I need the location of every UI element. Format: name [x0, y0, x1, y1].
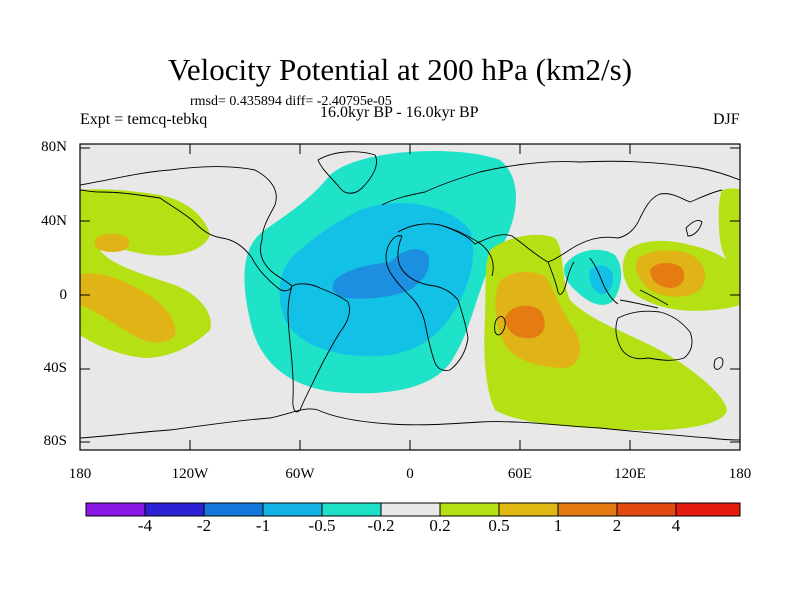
colorbar-label: -1	[255, 516, 271, 535]
lon-label-0: 0	[406, 466, 414, 482]
coast-greenland	[317, 151, 377, 194]
contour-pos1-indian	[505, 305, 545, 339]
coastlines	[80, 151, 740, 441]
contour-pos05-epac-s	[80, 273, 176, 343]
colorbar-label: -0.5	[308, 516, 336, 535]
lat-label-80s: 80S	[43, 433, 67, 449]
colorbar-label: 2	[612, 516, 622, 535]
colorbar	[85, 502, 741, 517]
colorbar-box-8	[557, 502, 618, 517]
colorbar-label: 1	[553, 516, 563, 535]
colorbar-box-2	[203, 502, 264, 517]
lat-label-0: 0	[59, 287, 68, 303]
colorbar-label: -0.2	[367, 516, 395, 535]
coast-antarctica	[80, 408, 740, 441]
coast-se-asia	[589, 257, 669, 309]
coast-africa	[385, 224, 494, 371]
coast-australia	[615, 310, 693, 361]
lon-label-120w: 120W	[171, 466, 209, 482]
coast-japan	[685, 219, 703, 237]
colorbar-box-1	[144, 502, 205, 517]
contour-pos1-wpac	[650, 262, 685, 288]
experiment-label: Expt = temcq-tebkq	[80, 111, 208, 128]
lat-label-40s: 40S	[43, 360, 67, 376]
colorbar-box-10	[675, 502, 741, 517]
coast-madagascar	[494, 315, 506, 336]
plot-title: Velocity Potential at 200 hPa (km2/s)	[167, 52, 633, 87]
coast-north-america	[80, 166, 293, 292]
colorbar-box-5	[380, 502, 441, 517]
lon-label-180e: 180	[728, 466, 752, 482]
coast-new-zealand	[713, 357, 724, 370]
contour-neg1	[332, 249, 430, 299]
coast-india	[547, 261, 575, 295]
lon-label-180w: 180	[68, 466, 92, 482]
axis-ticks	[79, 144, 741, 450]
lon-label-60w: 60W	[285, 466, 315, 482]
lon-label-120e: 120E	[614, 466, 646, 482]
colorbar-box-9	[616, 502, 677, 517]
coast-south-america	[287, 283, 351, 413]
lat-label-80n: 80N	[41, 139, 67, 155]
period-label: 16.0kyr BP - 16.0kyr BP	[320, 104, 479, 121]
contour-pos05-epac-n	[94, 233, 130, 252]
colorbar-label: -4	[137, 516, 153, 535]
stats-line: rmsd= 0.435894 diff= -2.40795e-05	[190, 94, 392, 109]
lat-label-40n: 40N	[41, 213, 67, 229]
lon-label-60e: 60E	[507, 466, 533, 482]
colorbar-label: -2	[196, 516, 212, 535]
colorbar-label: 4	[671, 516, 681, 535]
coast-eurasia	[381, 160, 740, 263]
colorbar-box-0	[85, 502, 146, 517]
contour-pos02-eastedge	[718, 188, 740, 275]
season-label: DJF	[713, 111, 740, 128]
colorbar-label: 0.5	[488, 516, 510, 535]
colorbar-box-4	[321, 502, 382, 517]
colorbar-box-7	[498, 502, 559, 517]
colorbar-label: 0.2	[429, 516, 451, 535]
colorbar-box-3	[262, 502, 323, 517]
colorbar-box-6	[439, 502, 500, 517]
contour-fields	[80, 151, 740, 431]
